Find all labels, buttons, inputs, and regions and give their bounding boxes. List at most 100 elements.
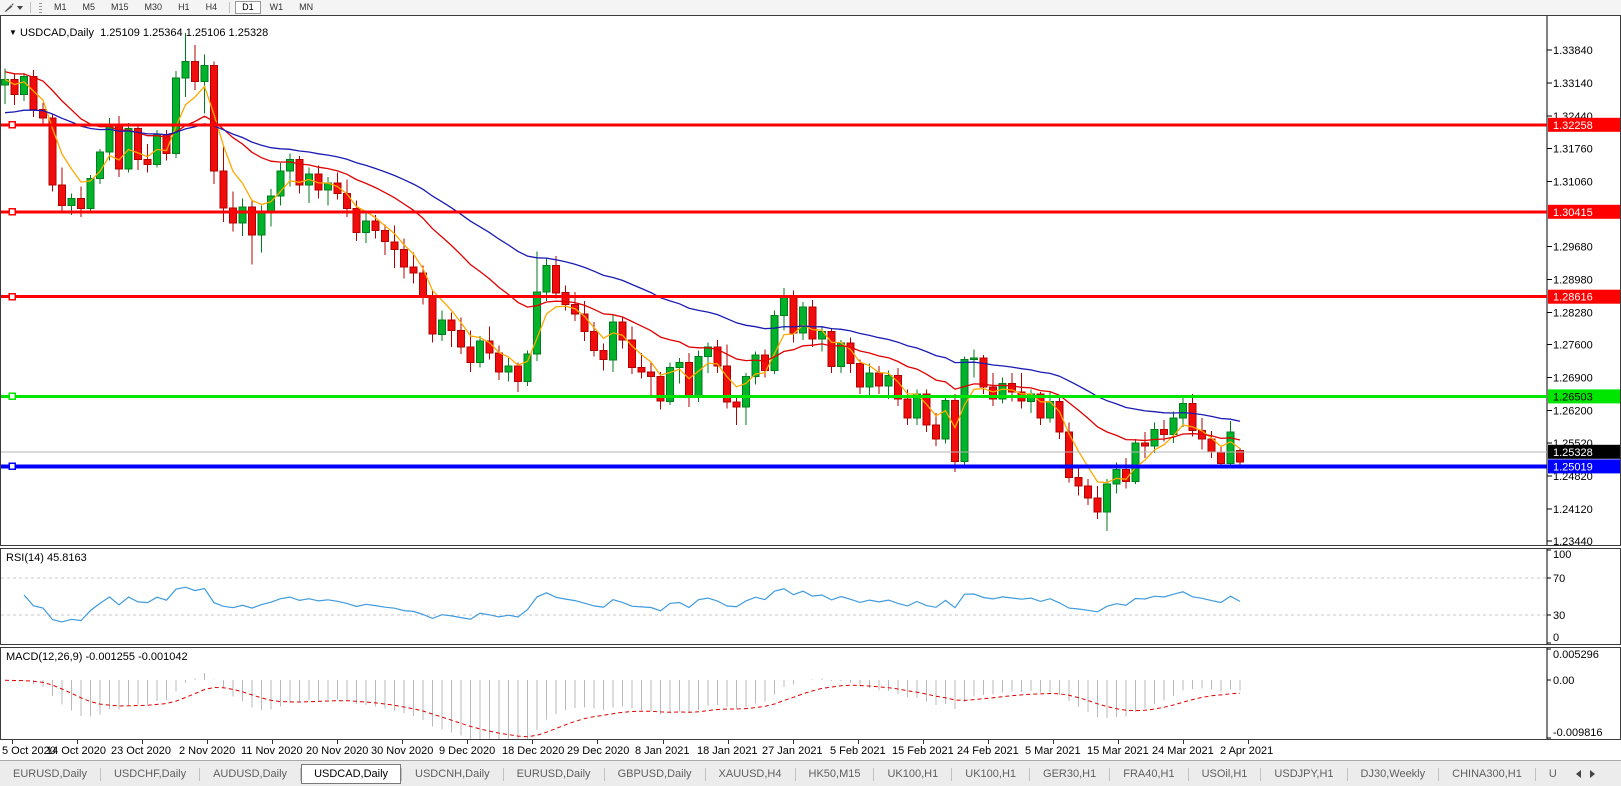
toolbar-separator [229,2,231,13]
chart-tab-bar: EURUSD,Daily USDCHF,Daily AUDUSD,Daily USDC… [0,760,1621,786]
date-label: 14 Oct 2020 [46,745,106,757]
tab-fra40-h1[interactable]: FRA40,H1 [1123,768,1175,780]
macd-chart: 0.005296 0.00 -0.009816 [4,648,1603,739]
svg-text:1.24120: 1.24120 [1553,504,1593,516]
tab-u[interactable]: U [1548,768,1557,780]
date-label: 18 Jan 2021 [697,745,758,757]
tab-usoil-h1[interactable]: USOil,H1 [1201,768,1248,780]
date-label: 15 Feb 2021 [892,745,954,757]
date-tick-mark [923,740,924,744]
tab-separator [794,767,796,781]
svg-text:1.26200: 1.26200 [1553,406,1593,418]
date-axis[interactable]: 5 Oct 2020 14 Oct 2020 23 Oct 2020 2 Nov 20… [0,740,1621,760]
chart-ohlc-values: 1.25109 1.25364 1.25106 1.25328 [100,27,269,39]
chart-symbol: USDCAD,Daily [19,27,94,39]
tab-separator [401,767,403,781]
date-label: 29 Dec 2020 [567,745,630,757]
tab-ger30-h1[interactable]: GER30,H1 [1043,768,1097,780]
scroll-left-button[interactable] [1572,766,1586,782]
date-tick-mark [142,740,143,744]
draw-tool-button[interactable] [0,2,26,13]
svg-text:1.27600: 1.27600 [1553,340,1593,352]
pencil-icon [4,3,14,12]
date-label: 30 Nov 2020 [371,745,434,757]
tab-uk100-h1[interactable]: UK100,H1 [887,768,939,780]
collapse-arrow-icon[interactable]: ▼ [9,28,17,37]
tab-uk100-h1[interactable]: UK100,H1 [965,768,1017,780]
date-tick-mark [1183,740,1184,744]
timeframe-button-m15[interactable]: M15 [111,2,129,12]
tab-usdchf-daily[interactable]: USDCHF,Daily [113,768,187,780]
tab-hk50-m15[interactable]: HK50,M15 [808,768,861,780]
timeframe-button-mn[interactable]: MN [299,2,314,12]
tab-china300-h1[interactable]: CHINA300,H1 [1452,768,1522,780]
date-label: 27 Jan 2021 [762,745,823,757]
tab-separator [1187,767,1189,781]
date-tick-mark [1248,740,1249,744]
svg-text:100: 100 [1553,549,1571,561]
tab-audusd-daily[interactable]: AUDUSD,Daily [213,768,288,780]
timeframe-button-h1[interactable]: H1 [178,2,190,12]
tab-eurusd-daily[interactable]: EURUSD,Daily [516,768,591,780]
date-tick-mark [793,740,794,744]
date-label: 2 Nov 2020 [179,745,236,757]
timeframe-toolbar: M1 M5 M15 M30 H1 H4 D1 W1 MN [0,0,1621,16]
svg-text:1.24820: 1.24820 [1553,471,1593,483]
date-tick-mark [12,740,13,744]
tab-separator [300,767,302,781]
svg-text:1.33140: 1.33140 [1553,78,1593,90]
macd-label: MACD(12,26,9) -0.001255 -0.001042 [6,651,188,663]
tab-separator [1346,767,1348,781]
tab-usdcad-daily[interactable]: USDCAD,Daily [301,764,402,784]
tab-separator [1260,767,1262,781]
tab-usdcnh-daily[interactable]: USDCNH,Daily [415,768,490,780]
candlestick-chart[interactable]: 1.338401.331401.324401.317601.310601.296… [1,16,1620,545]
date-tick-mark [467,740,468,744]
svg-text:1.29680: 1.29680 [1553,242,1593,254]
svg-text:1.31760: 1.31760 [1553,143,1593,155]
svg-text:1.23440: 1.23440 [1553,536,1593,545]
tab-xauusd-h4[interactable]: XAUUSD,H4 [718,768,782,780]
svg-text:1.31060: 1.31060 [1553,176,1593,188]
tab-gbpusd-daily[interactable]: GBPUSD,Daily [617,768,692,780]
date-tick-mark [207,740,208,744]
timeframe-button-d1[interactable]: D1 [235,1,261,14]
tab-separator [99,767,101,781]
date-tick-mark [858,740,859,744]
svg-text:0.005296: 0.005296 [1553,649,1599,661]
date-label: 24 Mar 2021 [1152,745,1214,757]
date-tick-mark [272,740,273,744]
main-chart-panel[interactable]: ▼ USDCAD,Daily 1.25109 1.25364 1.25106 1… [0,15,1621,546]
toolbar-grip[interactable] [39,2,42,13]
scroll-right-button[interactable] [1586,766,1600,782]
timeframe-buttons: M1 M5 M15 M30 H1 H4 D1 W1 MN [46,1,321,14]
svg-text:1.26900: 1.26900 [1553,373,1593,385]
toolbar-separator [30,2,31,13]
tab-eurusd-daily[interactable]: EURUSD,Daily [13,768,87,780]
tab-scroll-buttons [1572,766,1600,782]
macd-panel[interactable]: MACD(12,26,9) -0.001255 -0.001042 0.0052… [0,647,1621,740]
timeframe-button-m1[interactable]: M1 [54,2,67,12]
date-tick-mark [663,740,664,744]
timeframe-button-h4[interactable]: H4 [205,2,218,12]
timeframe-button-m5[interactable]: M5 [82,2,96,12]
tab-separator [704,767,706,781]
date-tick-mark [337,740,338,744]
tab-usdjpy-h1[interactable]: USDJPY,H1 [1274,768,1334,780]
tab-separator [1534,767,1536,781]
tab-separator [1109,767,1111,781]
date-tick-mark [77,740,78,744]
timeframe-button-m30[interactable]: M30 [144,2,163,12]
rsi-panel[interactable]: RSI(14) 45.8163 100 70 30 0 [0,548,1621,645]
svg-text:0.00: 0.00 [1553,675,1574,687]
rsi-value: 45.8163 [46,552,87,564]
tab-separator [603,767,605,781]
date-tick-mark [1053,740,1054,744]
scroll-left-icon [1576,770,1582,778]
tab-dj30-weekly[interactable]: DJ30,Weekly [1360,768,1426,780]
timeframe-button-w1[interactable]: W1 [269,2,284,12]
macd-values: -0.001255 -0.001042 [85,651,188,663]
date-tick-mark [597,740,598,744]
svg-text:1.25328: 1.25328 [1553,447,1593,459]
